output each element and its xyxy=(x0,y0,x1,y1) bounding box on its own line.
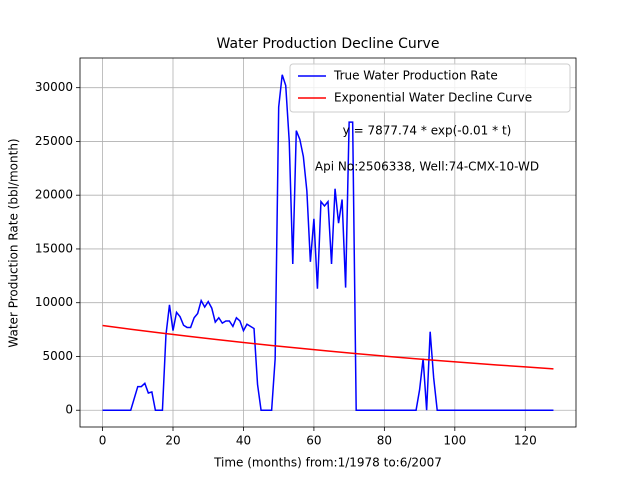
x-tick-label: 20 xyxy=(165,434,180,448)
legend-box xyxy=(289,63,571,113)
y-tick-label: 20000 xyxy=(35,188,73,202)
legend-label: Exponential Water Decline Curve xyxy=(334,91,532,105)
legend-label: True Water Production Rate xyxy=(333,69,498,83)
legend: True Water Production Rate Exponential Wa… xyxy=(289,63,571,113)
x-tick-label: 120 xyxy=(514,434,537,448)
y-axis-label: Water Production Rate (bbl/month) xyxy=(7,138,21,347)
y-tick-label: 0 xyxy=(65,403,73,417)
y-tick-label: 15000 xyxy=(35,241,73,255)
x-tick-label: 40 xyxy=(236,434,251,448)
x-tick-label: 0 xyxy=(99,434,107,448)
y-tick-label: 5000 xyxy=(42,349,73,363)
plot-frame xyxy=(79,57,577,428)
y-tick-label: 25000 xyxy=(35,134,73,148)
chart-title: Water Production Decline Curve xyxy=(217,36,440,52)
x-tick-label: 80 xyxy=(377,434,392,448)
y-tick-label: 10000 xyxy=(35,295,73,309)
x-axis-label: Time (months) from:1/1978 to:6/2007 xyxy=(213,456,442,470)
data-line xyxy=(102,324,554,370)
y-tick-label: 30000 xyxy=(35,80,73,94)
x-tick-label: 60 xyxy=(306,434,321,448)
data-line xyxy=(102,74,554,411)
annotation: Api No:2506338, Well:74-CMX-10-WD xyxy=(315,160,539,174)
x-tick-label: 100 xyxy=(443,434,466,448)
annotation: y = 7877.74 * exp(-0.01 * t) xyxy=(343,124,512,138)
